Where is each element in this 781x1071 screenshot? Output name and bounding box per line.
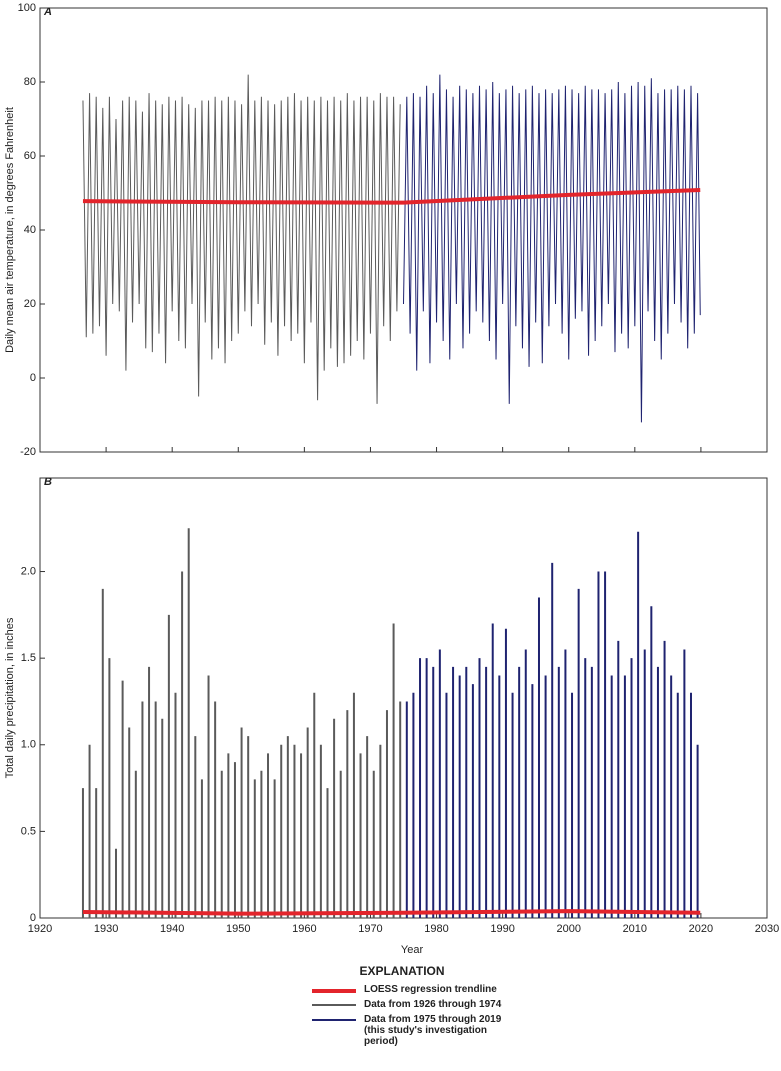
y-tick-label: 40 xyxy=(24,224,36,236)
x-tick-label: 2010 xyxy=(623,923,647,935)
x-tick-label: 1980 xyxy=(424,923,448,935)
plot-frame xyxy=(39,7,768,453)
x-tick-label: 2030 xyxy=(755,923,779,935)
x-tick-label: 1970 xyxy=(358,923,382,935)
series-line xyxy=(403,74,701,423)
panel-label: A xyxy=(43,6,52,18)
y-axis-label: Daily mean air temperature, in degrees F… xyxy=(4,107,16,353)
legend-entry: LOESS regression trendline xyxy=(312,984,552,995)
series-line xyxy=(82,188,701,205)
x-tick-label: 2000 xyxy=(556,923,580,935)
y-tick-label: 1.5 xyxy=(21,652,36,664)
y-tick-label: 2.0 xyxy=(21,565,36,577)
panel-label: B xyxy=(44,476,52,488)
y-tick-label: -20 xyxy=(20,446,36,458)
plot-frame xyxy=(39,477,768,919)
legend-label: LOESS regression trendline xyxy=(364,984,497,995)
y-tick-label: 20 xyxy=(24,298,36,310)
legend-swatch xyxy=(312,1004,356,1006)
y-tick-label: 1.0 xyxy=(21,739,36,751)
y-tick-label: 60 xyxy=(24,150,36,162)
legend-entry: Data from 1926 through 1974 xyxy=(312,999,552,1010)
series-line xyxy=(82,909,701,916)
x-tick-label: 1950 xyxy=(226,923,250,935)
x-tick-label: 1920 xyxy=(28,923,52,935)
x-tick-label: 2020 xyxy=(689,923,713,935)
series-line xyxy=(82,74,401,404)
x-tick-label: 1960 xyxy=(292,923,316,935)
legend-entry: Data from 1975 through 2019 (this study'… xyxy=(312,1014,552,1047)
y-tick-label: 0 xyxy=(30,372,36,384)
legend-swatch xyxy=(312,989,356,993)
y-axis-label: Total daily precipitation, in inches xyxy=(4,617,16,778)
legend: EXPLANATION LOESS regression trendline D… xyxy=(312,964,552,1051)
x-tick-label: 1990 xyxy=(490,923,514,935)
legend-title: EXPLANATION xyxy=(359,964,445,978)
x-tick-label: 1930 xyxy=(94,923,118,935)
chart: A Daily mean air temperature, in degrees … xyxy=(4,2,779,956)
legend-label: Data from 1975 through 2019 (this study'… xyxy=(364,1014,502,1047)
legend-label: Data from 1926 through 1974 xyxy=(364,999,502,1010)
x-axis-label: Year xyxy=(401,944,424,956)
y-tick-label: 0.5 xyxy=(21,825,36,837)
legend-swatch xyxy=(312,1019,356,1021)
y-tick-label: 0 xyxy=(30,912,36,924)
y-tick-label: 100 xyxy=(18,2,36,14)
y-tick-label: 80 xyxy=(24,76,36,88)
x-tick-label: 1940 xyxy=(160,923,184,935)
